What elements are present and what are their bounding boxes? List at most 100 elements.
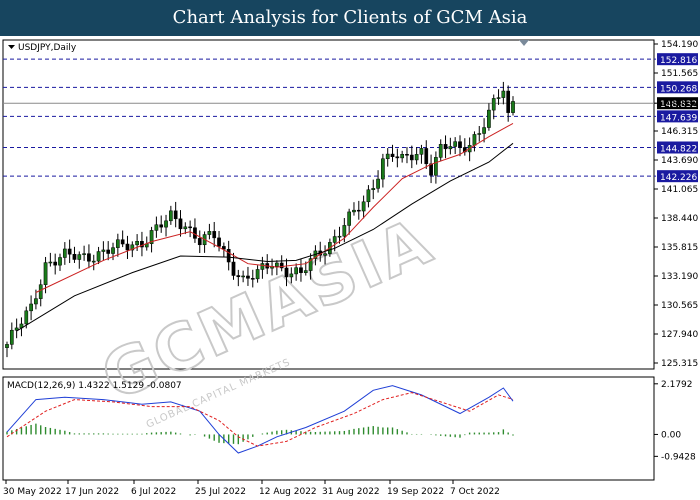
candle bbox=[250, 278, 255, 280]
candle bbox=[303, 270, 308, 273]
candle bbox=[279, 262, 284, 269]
time-tick-label: 30 May 2022 bbox=[3, 487, 62, 497]
candle bbox=[443, 144, 448, 150]
candle bbox=[424, 148, 429, 165]
candle bbox=[96, 251, 101, 262]
candle bbox=[58, 257, 62, 266]
price-tick-label: 133.190 bbox=[661, 272, 698, 282]
candle bbox=[226, 248, 231, 263]
candle bbox=[294, 267, 298, 275]
time-tick-label: 31 Aug 2022 bbox=[322, 487, 380, 497]
candle bbox=[236, 275, 241, 278]
candle bbox=[284, 267, 289, 278]
price-tick-label: 143.690 bbox=[661, 156, 698, 166]
candle bbox=[289, 273, 294, 278]
price-tick-label: 146.315 bbox=[661, 127, 698, 137]
candle bbox=[376, 178, 380, 189]
candle bbox=[438, 144, 443, 158]
candle bbox=[405, 154, 409, 156]
candle bbox=[197, 238, 202, 246]
candle bbox=[34, 298, 38, 305]
candle bbox=[91, 260, 96, 263]
candle bbox=[62, 248, 67, 258]
candle bbox=[154, 224, 159, 231]
candle bbox=[366, 189, 371, 203]
candle bbox=[106, 249, 111, 254]
price-tick-label: 130.565 bbox=[661, 301, 698, 311]
candle bbox=[246, 275, 250, 279]
candle bbox=[395, 156, 400, 159]
candle bbox=[29, 303, 33, 312]
candle bbox=[482, 127, 486, 134]
current-price-tag bbox=[657, 97, 698, 110]
candle bbox=[260, 263, 265, 270]
macd-line bbox=[6, 385, 514, 454]
candle bbox=[477, 133, 482, 135]
level-price-label: 144.822 bbox=[660, 144, 697, 154]
level-price-tag bbox=[657, 141, 698, 154]
candle bbox=[125, 243, 130, 251]
candle bbox=[168, 210, 173, 222]
candle bbox=[390, 153, 395, 157]
candle bbox=[130, 244, 135, 251]
signal-line bbox=[6, 392, 514, 447]
macd-tick-label: 2.1792 bbox=[661, 380, 693, 390]
ma-fast-line bbox=[35, 122, 514, 293]
candle bbox=[361, 201, 366, 212]
candle bbox=[453, 141, 458, 147]
level-price-label: 150.268 bbox=[660, 84, 697, 94]
candle bbox=[115, 239, 120, 248]
level-price-label: 142.226 bbox=[660, 173, 697, 183]
level-price-tag bbox=[657, 81, 698, 94]
candle bbox=[48, 261, 53, 264]
candle bbox=[212, 231, 217, 239]
price-axis: 154.190 151.565 148.832 146.315 143.690 141.0… bbox=[654, 40, 698, 462]
candle bbox=[140, 241, 144, 248]
candle bbox=[400, 154, 405, 159]
candle bbox=[173, 210, 178, 220]
candle bbox=[241, 275, 245, 278]
macd-indicator bbox=[6, 385, 514, 454]
time-tick-label: 12 Aug 2022 bbox=[259, 487, 317, 497]
candle bbox=[323, 253, 327, 256]
candle bbox=[178, 218, 183, 230]
level-price-label: 152.816 bbox=[660, 56, 697, 66]
candle bbox=[135, 241, 139, 246]
candle bbox=[38, 284, 43, 299]
price-tick-label: 154.190 bbox=[661, 40, 698, 50]
candle bbox=[53, 261, 58, 266]
candle bbox=[429, 163, 433, 176]
candle bbox=[82, 253, 86, 255]
time-axis: 30 May 2022 17 Jun 2022 6 Jul 2022 25 Jul 2… bbox=[3, 480, 500, 497]
candle bbox=[458, 141, 462, 148]
candle bbox=[299, 267, 303, 273]
candle bbox=[491, 98, 496, 111]
candle bbox=[342, 225, 347, 237]
macd-label: MACD(12,26,9) 1.4322 1.5129 -0.0807 bbox=[7, 381, 182, 391]
symbol-menu-icon bbox=[8, 45, 15, 49]
shift-marker-icon[interactable] bbox=[519, 40, 529, 46]
price-tick-label: 141.065 bbox=[661, 185, 698, 195]
candle bbox=[501, 90, 506, 98]
macd-tick-label: 0.00 bbox=[661, 430, 681, 440]
candle bbox=[434, 157, 438, 176]
candle bbox=[332, 236, 337, 243]
time-tick-label: 19 Sep 2022 bbox=[387, 487, 444, 497]
level-price-label: 147.639 bbox=[660, 113, 697, 123]
price-tick-label: 151.565 bbox=[661, 69, 698, 79]
candle bbox=[222, 246, 226, 250]
price-levels: 152.816 150.268 147.639 144.822 142.226 148.8… bbox=[3, 53, 698, 183]
candle bbox=[67, 248, 72, 255]
macd-tick-label: -0.9428 bbox=[661, 452, 696, 462]
level-price-tag bbox=[657, 110, 698, 123]
candle bbox=[275, 262, 279, 267]
candle bbox=[5, 344, 9, 348]
symbol-label: USDJPY,Daily bbox=[18, 43, 77, 53]
candle bbox=[149, 230, 154, 244]
candle bbox=[472, 134, 477, 146]
candle bbox=[217, 237, 221, 247]
candle bbox=[72, 253, 77, 260]
current-price-label: 148.832 bbox=[660, 100, 697, 110]
candle bbox=[164, 220, 168, 228]
